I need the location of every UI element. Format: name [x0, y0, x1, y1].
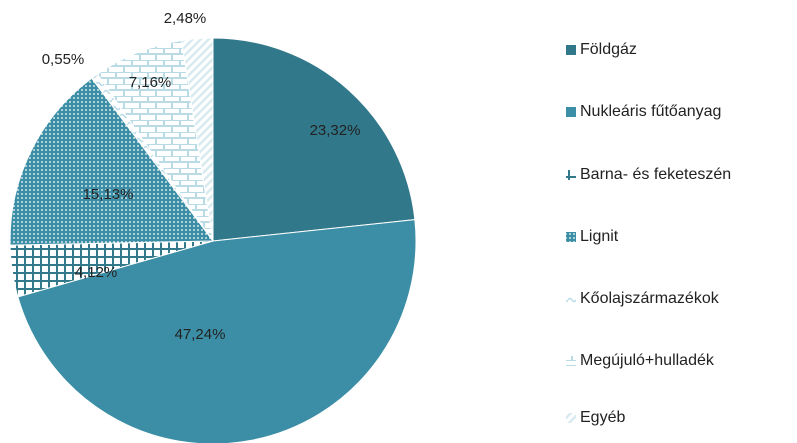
data-label: 47,24%: [175, 326, 226, 343]
legend-label: Nukleáris fűtőanyag: [580, 103, 721, 120]
pie-slice: [180, 37, 214, 242]
legend-swatch: [566, 107, 576, 117]
legend-swatch: [566, 294, 576, 304]
legend-label: Barna- és feketeszén: [580, 166, 731, 183]
legend-swatch: [566, 413, 576, 423]
data-label: 4,12%: [75, 264, 118, 281]
legend-label: Megújuló+hulladék: [580, 352, 715, 369]
pie-slice: [17, 219, 417, 443]
legend-label: Földgáz: [580, 41, 637, 58]
legend-swatch: [566, 356, 576, 366]
data-label: 2,48%: [164, 10, 207, 27]
legend-swatch: [566, 232, 576, 242]
legend-label: Lignit: [580, 228, 619, 245]
data-label: 0,55%: [42, 51, 85, 68]
legend-label: Egyéb: [580, 409, 625, 426]
pie-slice: [212, 37, 416, 242]
data-label: 23,32%: [310, 122, 361, 139]
legend-swatch: [566, 170, 576, 180]
pie-slice: [9, 77, 214, 246]
data-label: 7,16%: [129, 74, 172, 91]
legend-swatch: [566, 45, 576, 55]
data-label: 15,13%: [83, 186, 134, 203]
legend-label: Kőolajszármazékok: [580, 290, 720, 307]
